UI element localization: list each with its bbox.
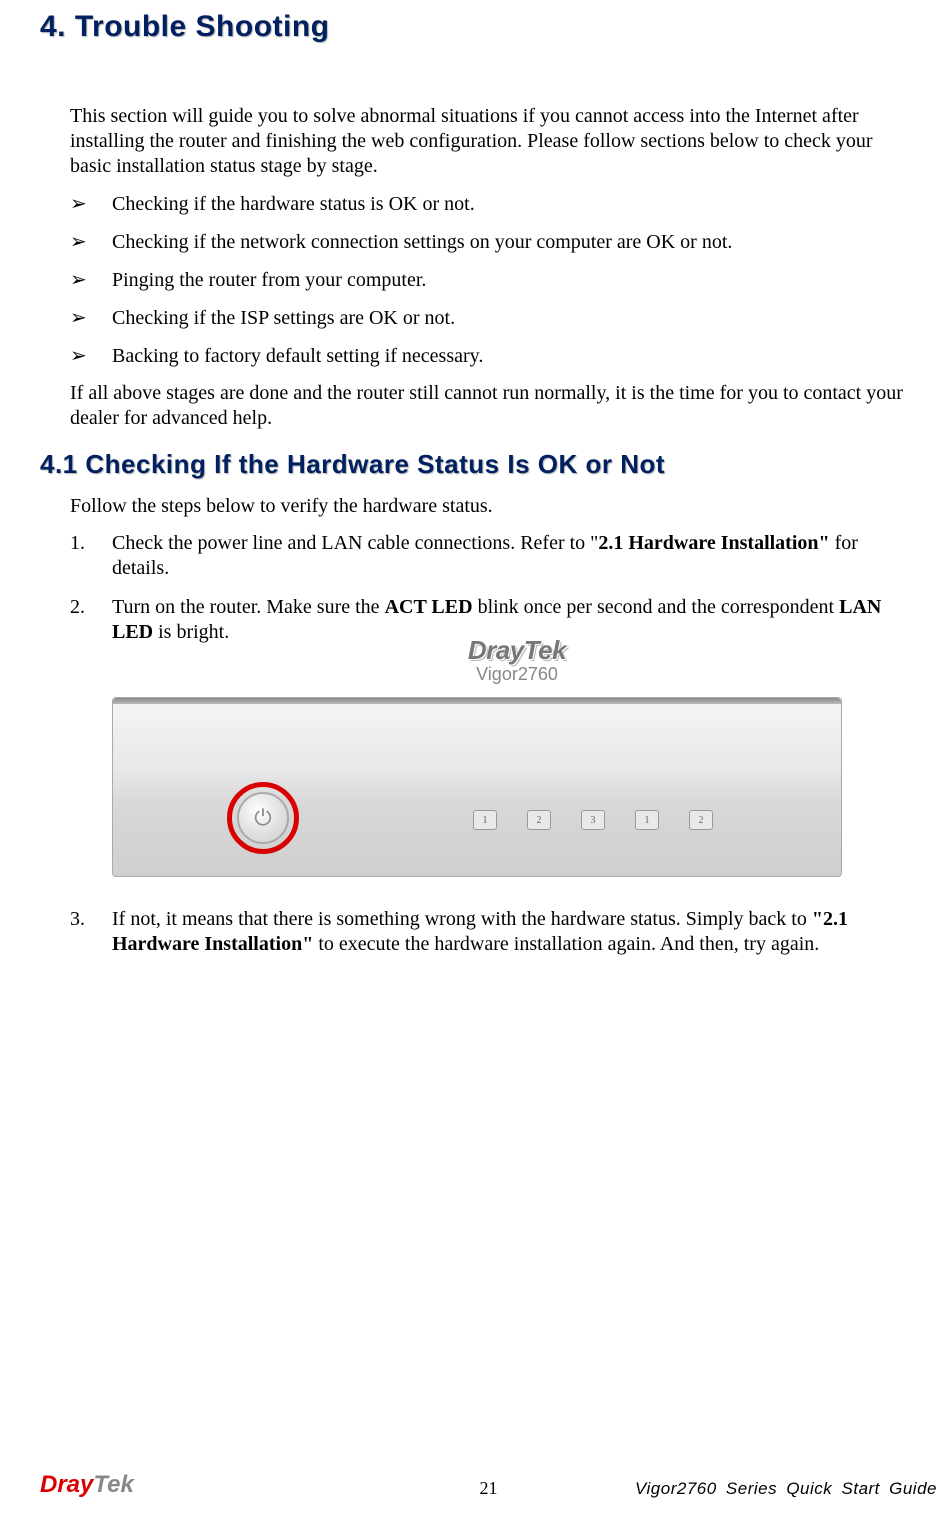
footer-guide-title: Vigor2760 Series Quick Start Guide bbox=[635, 1479, 937, 1499]
page-heading: 4. Trouble Shooting bbox=[40, 10, 905, 44]
router-top-edge bbox=[113, 698, 841, 704]
checklist-item: Checking if the hardware status is OK or… bbox=[70, 191, 905, 217]
highlight-ring-icon bbox=[227, 782, 299, 854]
router-logo-area: DrayTek Vigor2760 bbox=[422, 635, 612, 685]
section-heading: 4.1 Checking If the Hardware Status Is O… bbox=[40, 449, 905, 480]
router-body: ⏻ 1 2 3 1 2 bbox=[112, 697, 842, 877]
router-model-label: Vigor2760 bbox=[422, 664, 612, 685]
step-text: is bright. bbox=[153, 621, 229, 643]
step-item: 3. If not, it means that there is someth… bbox=[70, 907, 905, 957]
power-button: ⏻ bbox=[237, 792, 289, 844]
checklist-item: Backing to factory default setting if ne… bbox=[70, 343, 905, 369]
intro-paragraph: This section will guide you to solve abn… bbox=[70, 104, 905, 179]
led-indicator: 1 bbox=[473, 810, 497, 830]
led-indicator: 2 bbox=[527, 810, 551, 830]
led-indicator: 2 bbox=[689, 810, 713, 830]
followup-paragraph: If all above stages are done and the rou… bbox=[70, 381, 905, 431]
step-text: Turn on the router. Make sure the bbox=[112, 596, 385, 618]
checklist-item: Checking if the network connection setti… bbox=[70, 229, 905, 255]
router-figure: DrayTek Vigor2760 ⏻ 1 2 3 1 2 bbox=[112, 659, 842, 889]
section-intro: Follow the steps below to verify the har… bbox=[70, 494, 905, 519]
step-ref: 2.1 Hardware Installation" bbox=[598, 532, 829, 554]
step-text: to execute the hardware installation aga… bbox=[313, 933, 819, 955]
step-number: 3. bbox=[70, 907, 85, 932]
led-row: 1 2 3 1 2 bbox=[473, 810, 713, 830]
step-text: Check the power line and LAN cable conne… bbox=[112, 532, 598, 554]
led-indicator: 1 bbox=[635, 810, 659, 830]
checklist: Checking if the hardware status is OK or… bbox=[70, 191, 905, 369]
step-number: 1. bbox=[70, 531, 85, 556]
step-text: If not, it means that there is something… bbox=[112, 908, 812, 930]
step-ref: ACT LED bbox=[385, 596, 473, 618]
checklist-item: Pinging the router from your computer. bbox=[70, 267, 905, 293]
step-text: blink once per second and the correspond… bbox=[473, 596, 840, 618]
step-item: 1. Check the power line and LAN cable co… bbox=[70, 531, 905, 581]
steps-list-continued: 3. If not, it means that there is someth… bbox=[70, 907, 905, 957]
footer-logo-grey: Tek bbox=[93, 1471, 133, 1498]
footer-logo: DrayTek bbox=[40, 1471, 134, 1499]
steps-list: 1. Check the power line and LAN cable co… bbox=[70, 531, 905, 645]
router-brand-logo: DrayTek bbox=[422, 635, 612, 666]
page-footer: DrayTek 21 Vigor2760 Series Quick Start … bbox=[40, 1471, 937, 1499]
checklist-item: Checking if the ISP settings are OK or n… bbox=[70, 305, 905, 331]
led-indicator: 3 bbox=[581, 810, 605, 830]
step-number: 2. bbox=[70, 595, 85, 620]
footer-logo-red: Dray bbox=[40, 1471, 93, 1498]
page-number: 21 bbox=[480, 1478, 498, 1499]
